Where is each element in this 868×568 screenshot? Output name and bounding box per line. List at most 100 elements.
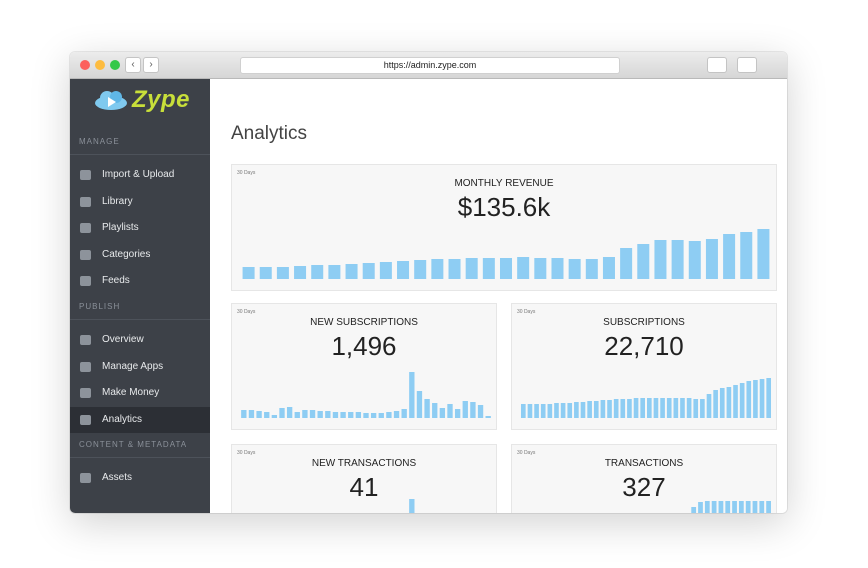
nav-icon (80, 388, 91, 399)
nav-item[interactable]: Analytics (70, 406, 210, 433)
share-button[interactable] (707, 57, 727, 73)
bar (378, 413, 384, 418)
close-button[interactable] (80, 60, 90, 70)
bar (462, 401, 468, 418)
browser-window: ‹ › https://admin.zype.com Zype MANAGE Im… (70, 52, 787, 513)
bar (340, 412, 346, 418)
bar (640, 398, 646, 418)
bar (560, 403, 566, 418)
bar (534, 258, 547, 279)
nav-icon (80, 196, 91, 207)
nav-item[interactable]: Categories (70, 242, 210, 268)
bar (401, 409, 407, 418)
nav-icon (80, 335, 91, 345)
bar (620, 399, 626, 418)
bar (607, 400, 612, 418)
bar (345, 264, 358, 279)
forward-button[interactable]: › (143, 57, 159, 73)
bar (393, 411, 400, 418)
address-bar[interactable]: https://admin.zype.com (240, 57, 620, 74)
bar (704, 501, 710, 513)
bar (325, 411, 331, 418)
metric-panel: 30 Days NEW TRANSACTIONS 41 (231, 444, 497, 513)
bar (520, 404, 526, 418)
bar (256, 411, 262, 418)
panel-value: 327 (622, 472, 666, 502)
back-button[interactable]: ‹ (125, 57, 141, 73)
nav-item[interactable]: Overview (70, 327, 210, 353)
bar (757, 229, 770, 279)
bar (416, 391, 423, 418)
bar (752, 501, 758, 513)
metric-panel: 30 Days TRANSACTIONS 327 (511, 444, 777, 513)
bar (447, 404, 453, 418)
bar (746, 381, 752, 418)
bar (499, 258, 513, 279)
bar (711, 501, 717, 513)
nav-icon (80, 276, 91, 287)
nav-label: Categories (102, 248, 151, 260)
panel-title: MONTHLY REVENUE (454, 178, 554, 189)
bar (414, 260, 427, 279)
panel-title: NEW SUBSCRIPTIONS (310, 317, 418, 328)
bar (279, 408, 285, 418)
bar (554, 403, 559, 418)
bar (241, 410, 247, 418)
nav-item[interactable]: Manage Apps (70, 354, 210, 380)
section-heading: PUBLISH (70, 302, 210, 320)
bar (686, 398, 692, 418)
bar (362, 263, 375, 279)
minimize-button[interactable] (95, 60, 105, 70)
bar (637, 244, 650, 279)
bar (527, 404, 533, 418)
bar (348, 412, 354, 418)
bar (719, 388, 725, 418)
zoom-button[interactable] (110, 60, 120, 70)
bar (470, 402, 476, 418)
panel-period: 30 Days (517, 450, 536, 456)
bar (666, 398, 672, 418)
bar (733, 385, 738, 418)
bar (286, 407, 293, 418)
bar (726, 387, 732, 418)
bar (587, 401, 592, 418)
bar (454, 409, 461, 418)
nav-icon (80, 223, 91, 234)
bar (766, 378, 772, 418)
metric-panel: 30 Days SUBSCRIPTIONS 22,710 (511, 303, 777, 430)
nav-item[interactable]: Feeds (70, 268, 210, 294)
bar (517, 257, 530, 279)
nav-item[interactable]: Assets (70, 465, 210, 491)
nav-icon (80, 414, 91, 425)
bar (593, 401, 599, 418)
title-bar: ‹ › https://admin.zype.com (70, 52, 787, 79)
bar (660, 398, 665, 418)
panel-period: 30 Days (237, 309, 256, 315)
panel-title: TRANSACTIONS (604, 458, 684, 469)
nav-item[interactable]: Library (70, 189, 210, 215)
bar (732, 501, 737, 513)
bar (477, 405, 484, 418)
logo-text: Zype (132, 86, 191, 113)
bar (294, 412, 300, 418)
bar (264, 412, 270, 418)
panel-value: 22,710 (604, 331, 684, 361)
bar (602, 257, 615, 279)
bar (432, 403, 438, 418)
nav-icon (80, 249, 91, 260)
bar (567, 403, 573, 418)
nav-item[interactable]: Playlists (70, 215, 210, 241)
bar (534, 404, 539, 418)
bar (431, 259, 444, 279)
bar (633, 398, 639, 418)
nav-item[interactable]: Import & Upload (70, 162, 210, 188)
tabs-button[interactable] (737, 57, 757, 73)
nav-item[interactable]: Make Money (70, 380, 210, 406)
bar (242, 267, 255, 279)
logo[interactable]: Zype (94, 85, 190, 115)
nav-label: Assets (102, 472, 133, 484)
bar (693, 399, 699, 418)
bar (386, 412, 392, 418)
bar (485, 416, 491, 418)
nav-label: Playlists (102, 222, 139, 234)
